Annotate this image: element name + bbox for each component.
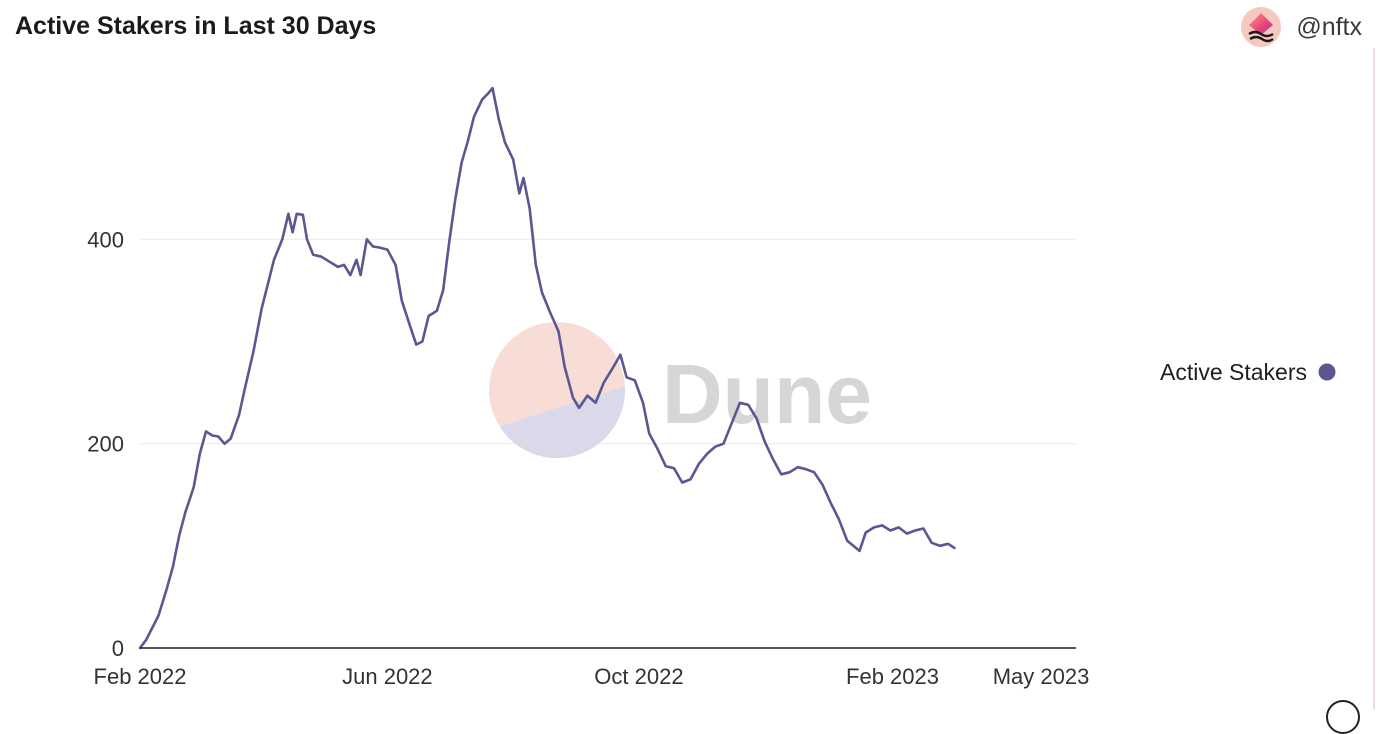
legend[interactable]: Active Stakers xyxy=(1160,359,1336,385)
x-tick-label: Feb 2022 xyxy=(94,664,187,689)
series-line-active-stakers[interactable] xyxy=(138,86,956,650)
y-tick-label: 0 xyxy=(112,636,124,661)
x-axis-ticks: Feb 2022 Jun 2022 Oct 2022 Feb 2023 May 2023 xyxy=(94,664,1090,689)
legend-dot-icon xyxy=(1318,363,1336,381)
series-layer xyxy=(138,86,956,650)
y-tick-label: 200 xyxy=(87,432,124,457)
x-tick-label: Oct 2022 xyxy=(594,664,683,689)
gridlines xyxy=(140,238,1076,445)
x-tick-label: May 2023 xyxy=(993,664,1090,689)
y-tick-label: 400 xyxy=(87,227,124,252)
legend-label[interactable]: Active Stakers xyxy=(1160,359,1307,385)
panel-divider xyxy=(1373,48,1375,710)
chart-header: Active Stakers in Last 30 Days @nftx xyxy=(0,0,1378,60)
owner-handle[interactable]: @nftx xyxy=(1296,12,1362,41)
help-button[interactable] xyxy=(1326,700,1360,734)
dune-logo-icon: Dune xyxy=(489,322,872,458)
x-tick-label: Feb 2023 xyxy=(846,664,939,689)
owner-link[interactable]: @nftx xyxy=(1240,6,1362,48)
nftx-logo-icon xyxy=(1241,7,1282,47)
y-axis-ticks: 0 200 400 xyxy=(87,227,124,661)
watermark-text: Dune xyxy=(662,347,872,441)
x-tick-label: Jun 2022 xyxy=(342,664,433,689)
chart-title: Active Stakers in Last 30 Days xyxy=(15,12,377,40)
